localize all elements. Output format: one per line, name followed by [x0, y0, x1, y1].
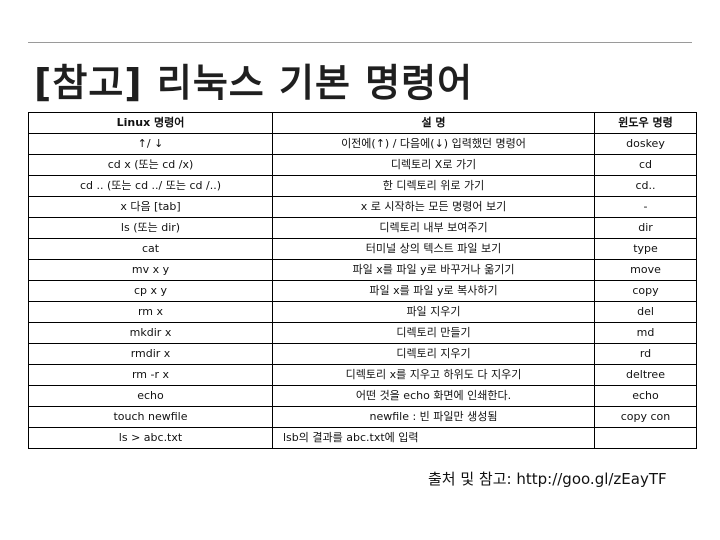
cell-linux-command: cd x (또는 cd /x) — [28, 154, 273, 176]
cell-linux-command: ls > abc.txt — [28, 427, 273, 449]
cell-description: 디렉토리 만들기 — [272, 322, 595, 344]
cell-description: 한 디렉토리 위로 가기 — [272, 175, 595, 197]
table-row: echo 어떤 것을 echo 화면에 인쇄한다. echo — [28, 385, 697, 407]
cell-linux-command: ↑/ ↓ — [28, 133, 273, 155]
command-table: Linux 명령어 설 명 윈도우 명령 ↑/ ↓ 이전에(↑) / 다음에(↓… — [28, 112, 697, 449]
header-windows-command: 윈도우 명령 — [594, 112, 697, 134]
header-linux-command: Linux 명령어 — [28, 112, 273, 134]
cell-windows-command: echo — [594, 385, 697, 407]
table-row: mv x y 파일 x를 파일 y로 바꾸거나 옮기기 move — [28, 259, 697, 281]
cell-description: 터미널 상의 텍스트 파일 보기 — [272, 238, 595, 260]
cell-description: x 로 시작하는 모든 명령어 보기 — [272, 196, 595, 218]
cell-description: 파일 지우기 — [272, 301, 595, 323]
cell-windows-command: - — [594, 196, 697, 218]
cell-description: 어떤 것을 echo 화면에 인쇄한다. — [272, 385, 595, 407]
cell-linux-command: cat — [28, 238, 273, 260]
cell-description: 이전에(↑) / 다음에(↓) 입력했던 명령어 — [272, 133, 595, 155]
table-row: ls > abc.txt lsb의 결과를 abc.txt에 입력 — [28, 427, 697, 449]
table-row: x 다음 [tab] x 로 시작하는 모든 명령어 보기 - — [28, 196, 697, 218]
table-row: rmdir x 디렉토리 지우기 rd — [28, 343, 697, 365]
table-row: ls (또는 dir) 디렉토리 내부 보여주기 dir — [28, 217, 697, 239]
cell-description: 파일 x를 파일 y로 바꾸거나 옮기기 — [272, 259, 595, 281]
cell-windows-command — [594, 427, 697, 449]
cell-windows-command: cd — [594, 154, 697, 176]
cell-description: 디렉토리 지우기 — [272, 343, 595, 365]
cell-linux-command: mv x y — [28, 259, 273, 281]
table-row: mkdir x 디렉토리 만들기 md — [28, 322, 697, 344]
cell-linux-command: touch newfile — [28, 406, 273, 428]
cell-linux-command: cp x y — [28, 280, 273, 302]
cell-windows-command: deltree — [594, 364, 697, 386]
cell-description: 디렉토리 x를 지우고 하위도 다 지우기 — [272, 364, 595, 386]
cell-windows-command: md — [594, 322, 697, 344]
cell-description: newfile : 빈 파일만 생성됨 — [272, 406, 595, 428]
cell-windows-command: del — [594, 301, 697, 323]
cell-linux-command: rmdir x — [28, 343, 273, 365]
cell-windows-command: dir — [594, 217, 697, 239]
cell-windows-command: doskey — [594, 133, 697, 155]
cell-linux-command: mkdir x — [28, 322, 273, 344]
cell-windows-command: copy con — [594, 406, 697, 428]
cell-description: 디렉토리 내부 보여주기 — [272, 217, 595, 239]
cell-windows-command: move — [594, 259, 697, 281]
cell-description: 파일 x를 파일 y로 복사하기 — [272, 280, 595, 302]
page-title: [참고] 리눅스 기본 명령어 — [34, 61, 474, 105]
table-row: touch newfile newfile : 빈 파일만 생성됨 copy c… — [28, 406, 697, 428]
cell-description: 디렉토리 X로 가기 — [272, 154, 595, 176]
cell-linux-command: rm x — [28, 301, 273, 323]
cell-windows-command: copy — [594, 280, 697, 302]
cell-linux-command: echo — [28, 385, 273, 407]
table-header-row: Linux 명령어 설 명 윈도우 명령 — [28, 112, 697, 134]
source-citation: 출처 및 참고: http://goo.gl/zEayTF — [428, 470, 667, 488]
table-row: cd .. (또는 cd ../ 또는 cd /..) 한 디렉토리 위로 가기… — [28, 175, 697, 197]
cell-linux-command: x 다음 [tab] — [28, 196, 273, 218]
cell-windows-command: cd.. — [594, 175, 697, 197]
cell-windows-command: type — [594, 238, 697, 260]
header-description: 설 명 — [272, 112, 595, 134]
cell-windows-command: rd — [594, 343, 697, 365]
table-row: rm x 파일 지우기 del — [28, 301, 697, 323]
cell-description: lsb의 결과를 abc.txt에 입력 — [272, 427, 595, 449]
cell-linux-command: rm -r x — [28, 364, 273, 386]
cell-linux-command: ls (또는 dir) — [28, 217, 273, 239]
table-row: cd x (또는 cd /x) 디렉토리 X로 가기 cd — [28, 154, 697, 176]
table-row: cat 터미널 상의 텍스트 파일 보기 type — [28, 238, 697, 260]
cell-linux-command: cd .. (또는 cd ../ 또는 cd /..) — [28, 175, 273, 197]
table-row: rm -r x 디렉토리 x를 지우고 하위도 다 지우기 deltree — [28, 364, 697, 386]
table-row: ↑/ ↓ 이전에(↑) / 다음에(↓) 입력했던 명령어 doskey — [28, 133, 697, 155]
top-divider — [28, 42, 692, 43]
table-row: cp x y 파일 x를 파일 y로 복사하기 copy — [28, 280, 697, 302]
